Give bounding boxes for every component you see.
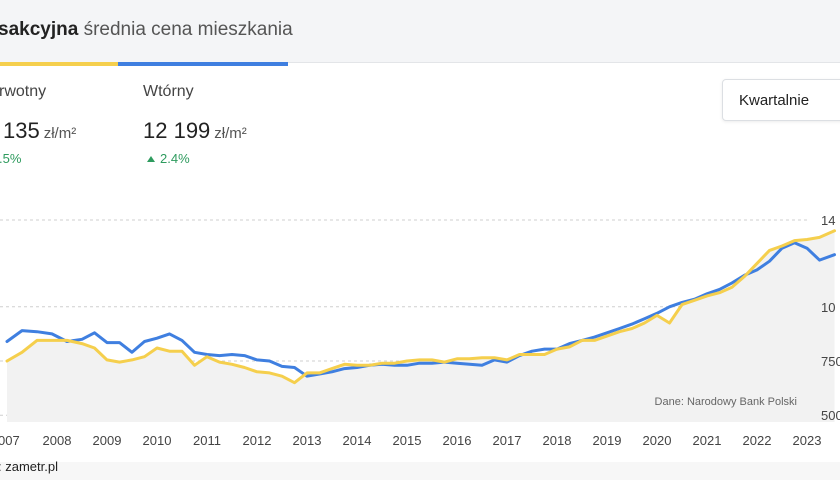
chart-header: sakcyjna średnia cena mieszkania	[0, 0, 840, 63]
period-dropdown[interactable]: Kwartalnie	[722, 79, 840, 121]
secondary-value-unit: zł/m²	[214, 125, 247, 142]
source-note: Dane: Narodowy Bank Polski	[655, 396, 797, 408]
secondary-value-number: 12 199	[143, 118, 211, 143]
primary-market-change: .5%	[0, 151, 22, 166]
x-tick-label: 2023	[793, 433, 822, 448]
primary-value-number: 135	[3, 118, 40, 143]
primary-market-label[interactable]: rwotny	[0, 83, 47, 100]
primary-value-unit: zł/m²	[43, 125, 77, 142]
x-tick-label: 007	[0, 433, 20, 448]
chart-title-rest: średnia cena mieszkania	[78, 19, 293, 40]
footer-bar	[0, 462, 840, 480]
secondary-market-value: 12 199 zł/m²	[143, 118, 247, 144]
tab-secondary-indicator[interactable]	[118, 62, 288, 66]
tab-primary-indicator[interactable]	[0, 62, 118, 66]
chart-title-bold: sakcyjna	[0, 19, 79, 40]
x-tick-label: 2008	[43, 433, 72, 448]
secondary-market-change: 2.4%	[147, 151, 190, 166]
x-tick-label: 2011	[193, 433, 221, 448]
x-tick-label: 2021	[693, 433, 722, 448]
x-tick-label: 2018	[543, 433, 572, 448]
up-arrow-icon	[147, 156, 155, 162]
secondary-area-fill	[7, 230, 835, 422]
x-tick-label: 2010	[143, 433, 172, 448]
source-footer: : zametr.pl	[0, 459, 58, 474]
x-tick-label: 2012	[243, 433, 272, 448]
primary-market-value: 135 zł/m²	[3, 118, 76, 144]
x-tick-label: 2009	[93, 433, 122, 448]
x-tick-label: 2013	[293, 433, 322, 448]
x-tick-label: 2015	[393, 433, 422, 448]
y-tick-label: 750	[821, 354, 840, 369]
primary-market-line	[5, 229, 836, 385]
y-tick-label: 14	[821, 213, 835, 228]
period-dropdown-value: Kwartalnie	[739, 92, 810, 109]
x-tick-label: 2020	[643, 433, 672, 448]
y-tick-label: 500	[821, 408, 840, 423]
x-tick-label: 2022	[743, 433, 772, 448]
x-tick-label: 2017	[493, 433, 522, 448]
x-tick-label: 2019	[593, 433, 622, 448]
x-tick-label: 2016	[443, 433, 472, 448]
secondary-market-label[interactable]: Wtórny	[143, 83, 194, 100]
chart-title: sakcyjna średnia cena mieszkania	[0, 19, 293, 41]
secondary-change-value: 2.4%	[160, 151, 190, 166]
y-tick-label: 10	[821, 300, 835, 315]
x-tick-label: 2014	[343, 433, 372, 448]
price-line-chart: 007 2008 2009 2010 2011 2012 2013 2014 2015 2016 2…	[0, 213, 840, 448]
